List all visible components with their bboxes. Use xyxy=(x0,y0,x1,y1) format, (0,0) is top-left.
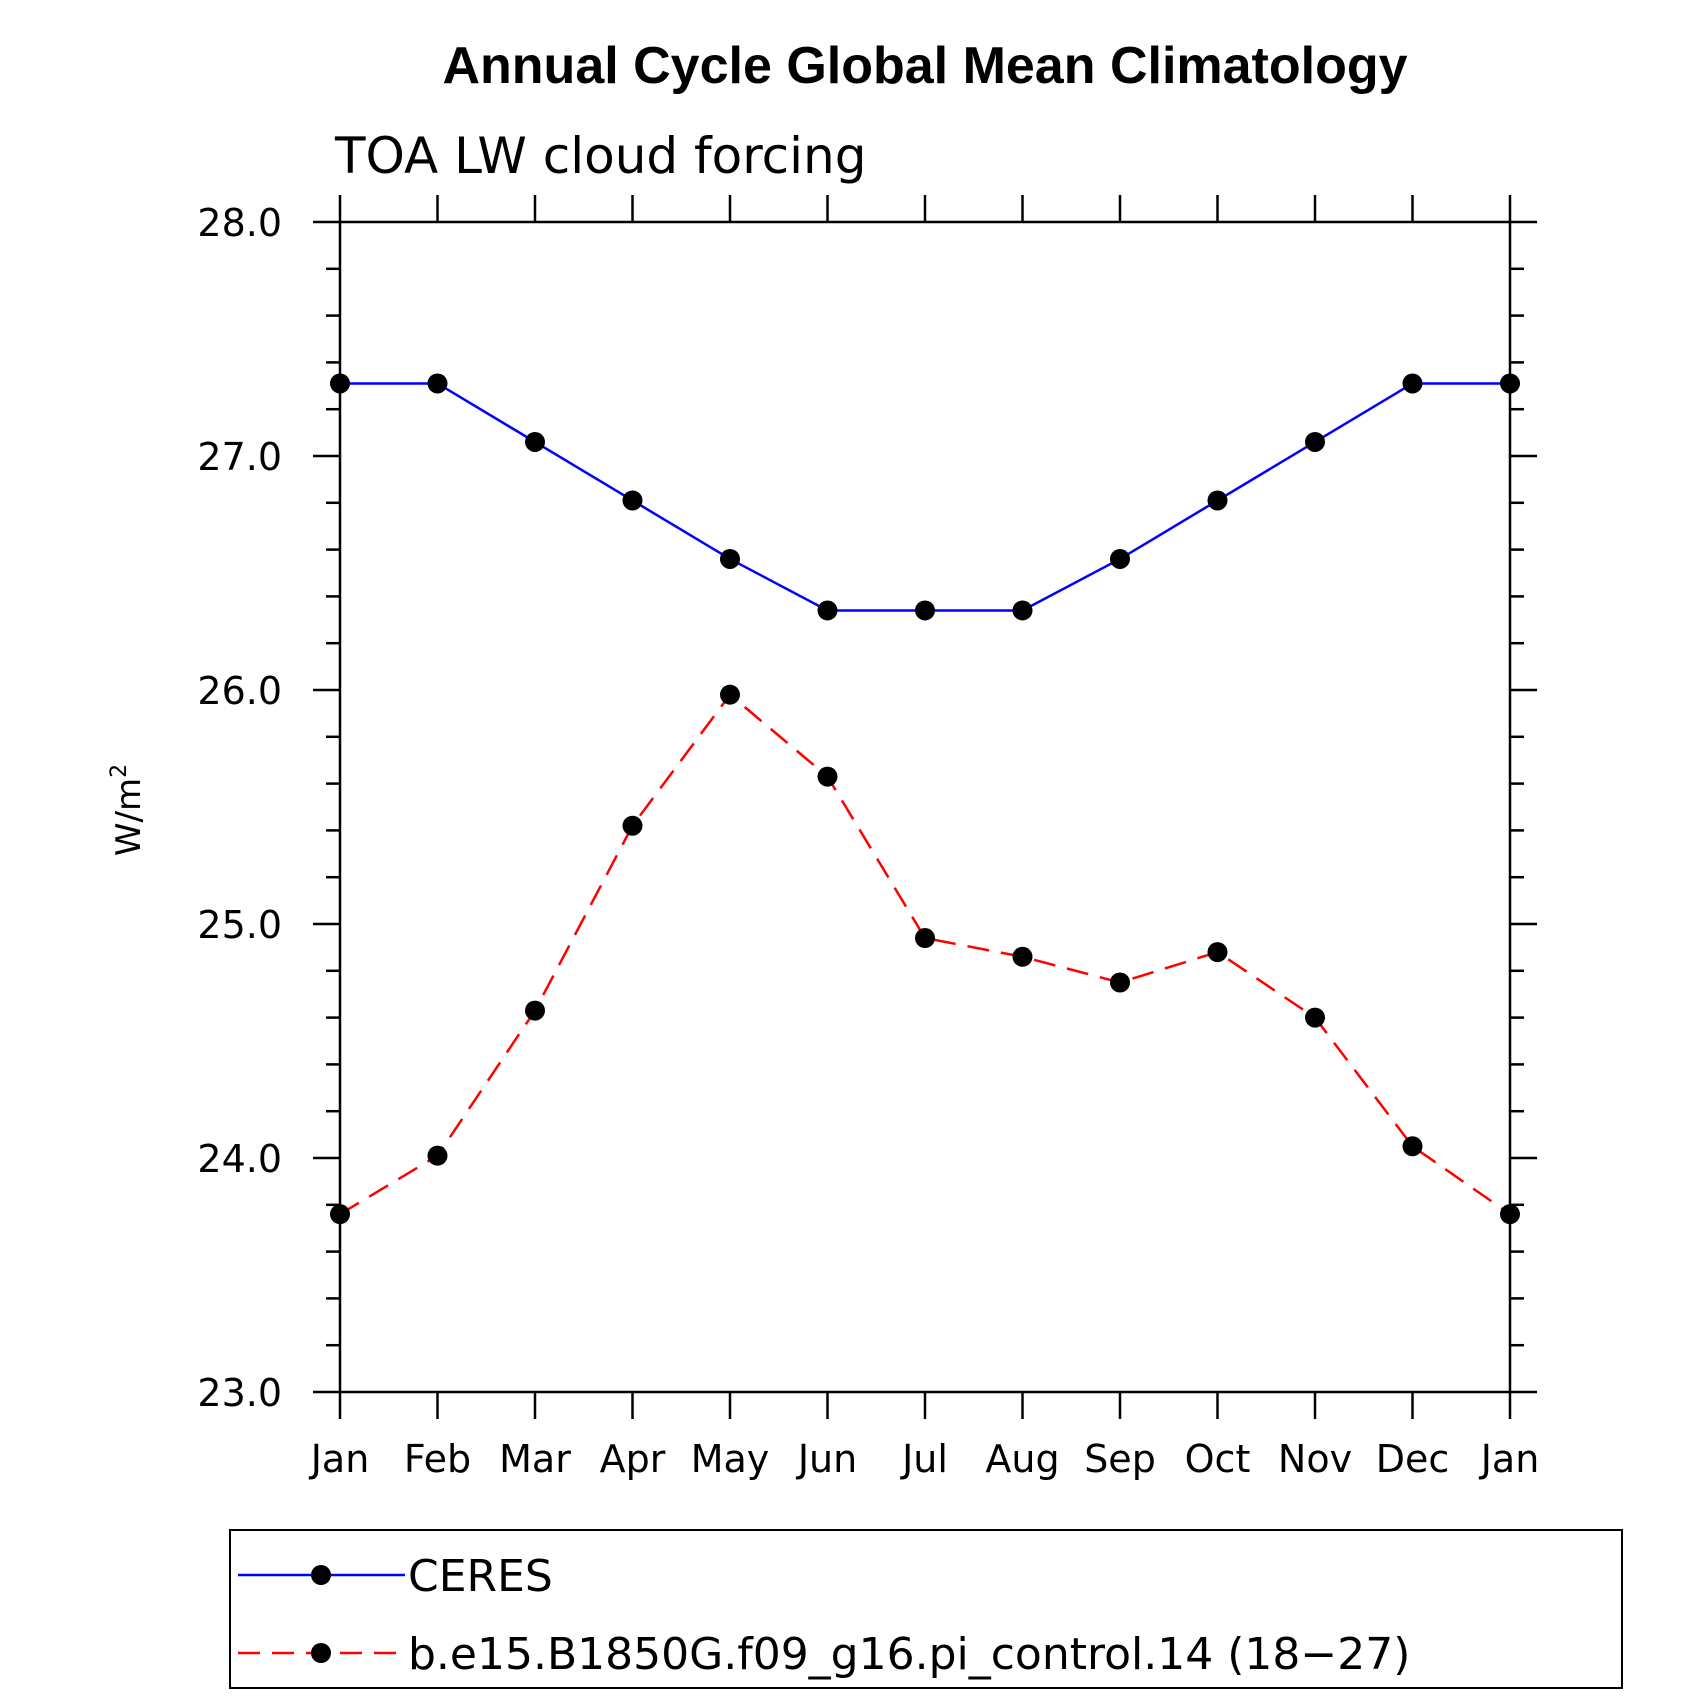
series-2-point xyxy=(525,1000,545,1021)
series-1-point xyxy=(1110,548,1130,569)
y-tick-label: 23.0 xyxy=(197,1371,282,1415)
x-tick-label: Aug xyxy=(985,1437,1059,1481)
legend-label-2: b.e15.B1850G.f09_g16.pi_control.14 (18−2… xyxy=(408,1629,1410,1680)
legend-marker-1 xyxy=(311,1565,331,1585)
y-tick-label: 24.0 xyxy=(197,1137,282,1181)
plot-frame xyxy=(338,220,1512,1394)
series-2-point xyxy=(1500,1204,1520,1225)
x-tick-label: May xyxy=(691,1437,770,1481)
series-1-point xyxy=(1207,490,1228,511)
series-2-point xyxy=(915,928,935,949)
x-tick-label: Jan xyxy=(1479,1437,1540,1481)
chart-subtitle: TOA LW cloud forcing xyxy=(334,127,866,185)
series-line-1 xyxy=(340,382,1510,612)
x-tick-label: Jun xyxy=(796,1437,857,1481)
series-2-point xyxy=(1305,1007,1325,1028)
x-tick-label: Feb xyxy=(404,1437,471,1481)
y-tick-label: 27.0 xyxy=(197,435,282,479)
series-2-point xyxy=(1207,942,1228,963)
series-2-point xyxy=(1110,972,1130,993)
series-2-point xyxy=(1012,946,1033,967)
series-2-point xyxy=(427,1145,448,1166)
series-line-2 xyxy=(339,692,1511,1216)
series-2-point xyxy=(720,684,740,705)
series-1-point xyxy=(817,600,838,621)
y-tick-label: 28.0 xyxy=(197,201,282,245)
y-tick-label: 26.0 xyxy=(197,669,282,713)
series-1-point xyxy=(1012,600,1033,621)
y-axis-label-sup: 2 xyxy=(107,764,132,778)
x-tick-label: Jul xyxy=(900,1437,948,1481)
series-1-point xyxy=(525,431,545,452)
x-tick-label: Oct xyxy=(1185,1437,1251,1481)
series-2-point xyxy=(330,1204,350,1225)
series-2-point xyxy=(622,815,643,836)
legend-box xyxy=(229,1529,1623,1689)
x-tick-label: Jan xyxy=(309,1437,370,1481)
series-1-point xyxy=(915,600,935,621)
x-tick-label: Dec xyxy=(1376,1437,1450,1481)
x-tick-label: Sep xyxy=(1084,1437,1156,1481)
series-1-point xyxy=(1305,431,1325,452)
chart-title: Annual Cycle Global Mean Climatology xyxy=(442,37,1407,95)
series-2-point xyxy=(1402,1136,1423,1157)
legend-marker-2 xyxy=(311,1643,331,1663)
series-2-point xyxy=(817,766,838,787)
series-1-point xyxy=(330,373,350,394)
plot-area: Jan Feb Mar Apr May Jun Jul Aug Sep Oct Nov Dec Jan 2… xyxy=(197,195,1539,1481)
x-tick-label: Nov xyxy=(1278,1437,1352,1481)
x-tick-label: Mar xyxy=(499,1437,571,1481)
legend-label-1: CERES xyxy=(408,1551,553,1602)
legend: CERES b.e15.B1850G.f09_g16.pi_control.14 … xyxy=(229,1529,1623,1689)
y-tick-label: 25.0 xyxy=(197,903,282,947)
series-1-point xyxy=(1500,373,1520,394)
series-1-point xyxy=(427,373,448,394)
series-1-point xyxy=(622,490,643,511)
y-axis-label: W/m2 xyxy=(107,764,149,856)
y-axis-label-base: W/m xyxy=(109,778,149,856)
x-tick-label: Apr xyxy=(600,1437,666,1481)
series-1-point xyxy=(1402,373,1423,394)
series-1-point xyxy=(720,548,740,569)
